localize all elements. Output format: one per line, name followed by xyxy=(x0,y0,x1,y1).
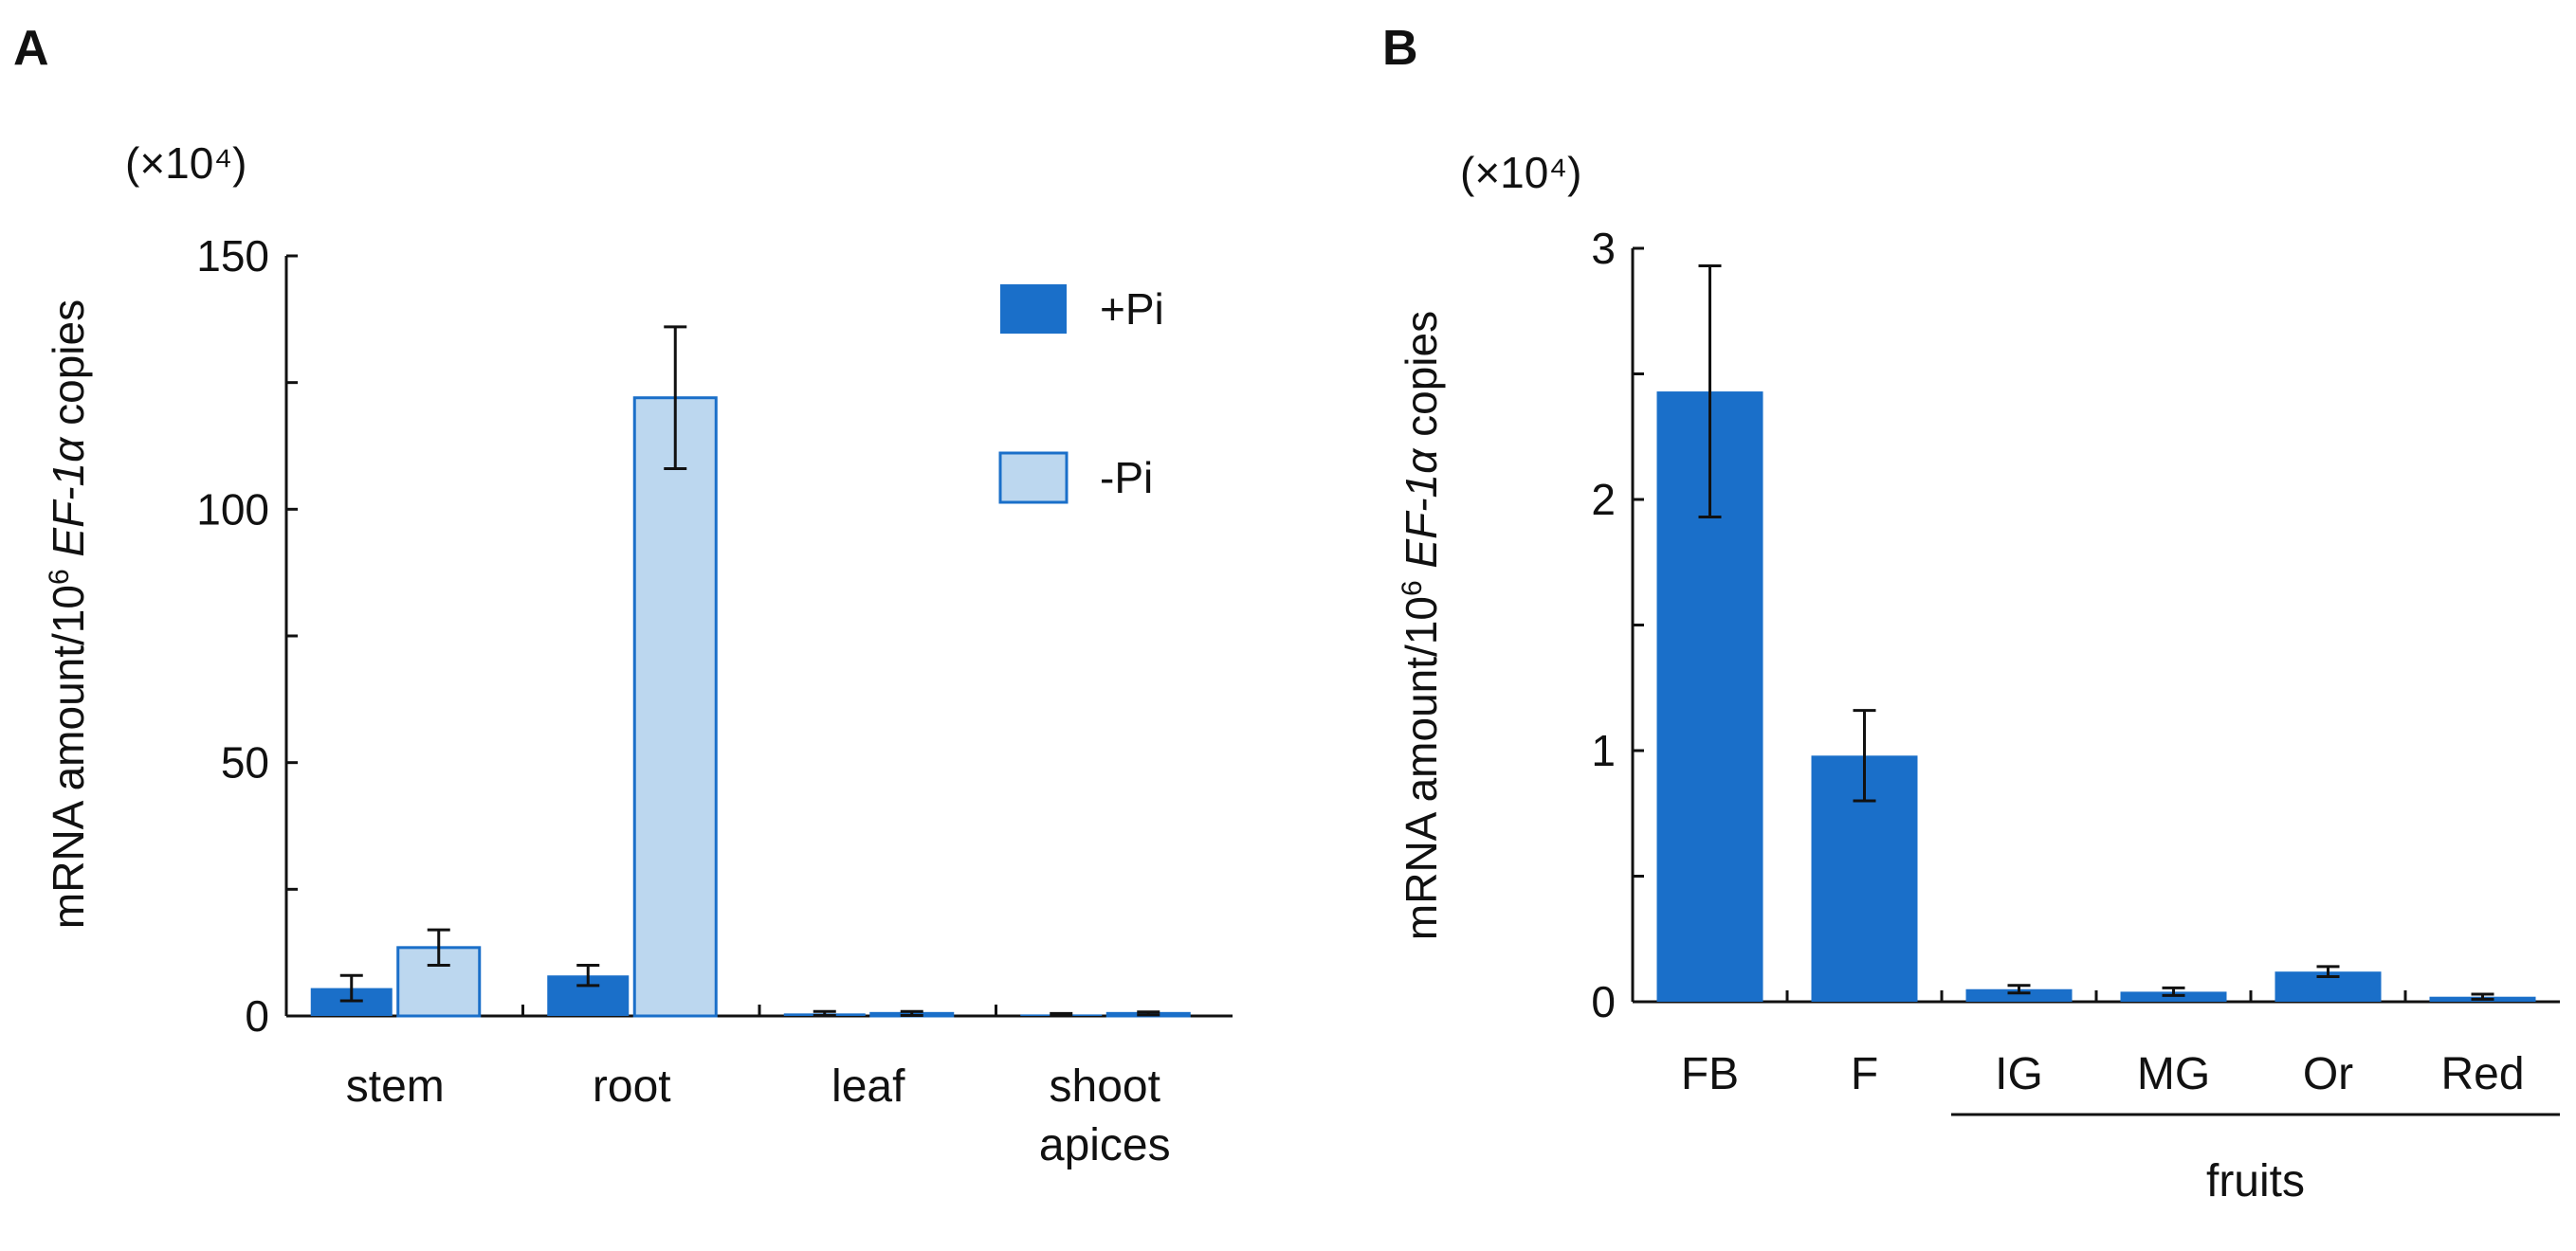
bar-minus-pi-root xyxy=(632,396,718,1018)
y-tick-label: 1 xyxy=(1591,726,1616,775)
category-label: shoot xyxy=(1050,1061,1160,1112)
error-bar xyxy=(900,1009,923,1017)
legend-label: -Pi xyxy=(1100,453,1153,502)
category-label: apices xyxy=(1039,1120,1171,1170)
y-tick-label: 0 xyxy=(245,991,269,1041)
y-axis-title-part: mRNA amount/10 xyxy=(44,585,93,929)
error-bar xyxy=(2316,965,2340,978)
legend-swatch-plus-pi xyxy=(1000,284,1067,334)
y-axis-title-part: 6 xyxy=(44,569,75,585)
unit-label: (×10⁴) xyxy=(1460,148,1581,197)
panel-a-label: A xyxy=(13,21,49,76)
error-bar xyxy=(1853,709,1876,803)
error-bar xyxy=(2007,984,2031,995)
legend-label: +Pi xyxy=(1100,284,1164,334)
error-bar xyxy=(1137,1010,1160,1017)
y-axis-title-part: copies xyxy=(1397,311,1446,449)
y-tick-label: 3 xyxy=(1591,224,1616,273)
legend-swatch-minus-pi xyxy=(998,451,1069,504)
unit-label: (×10⁴) xyxy=(125,138,247,188)
category-label: Or xyxy=(2303,1049,2353,1099)
category-label: leaf xyxy=(831,1061,905,1112)
chart-a: 0 50 100 150 (×10⁴) mRNA amount/106 EF-1α cop… xyxy=(44,138,1233,1170)
error-bar xyxy=(427,928,450,968)
y-axis-title-part: 6 xyxy=(1397,580,1428,596)
category-label: IG xyxy=(1995,1049,2043,1099)
chart-b: 0 1 2 3(×10⁴) mRNA amount/106 EF-1α copies FB… xyxy=(1397,148,2560,1206)
y-axis-title-part xyxy=(1397,569,1446,581)
error-bar xyxy=(339,973,363,1003)
category-label: FB xyxy=(1681,1049,1739,1099)
error-bar xyxy=(576,964,600,988)
y-axis-title-part xyxy=(44,557,93,570)
y-axis-title: mRNA amount/106 EF-1α copies xyxy=(44,299,94,929)
error-bar xyxy=(1698,264,1722,519)
y-axis-title-part: copies xyxy=(44,299,93,438)
group-label-fruits: fruits xyxy=(2206,1156,2305,1206)
bar-IG xyxy=(1965,988,2073,1002)
y-axis-title-part: EF-1α xyxy=(44,436,93,557)
category-label: MG xyxy=(2137,1049,2210,1099)
y-axis-title-part: mRNA amount/10 xyxy=(1397,596,1446,940)
y-tick-label: 150 xyxy=(196,231,269,281)
error-bar xyxy=(813,1009,836,1017)
category-label: Red xyxy=(2440,1049,2524,1099)
category-label: F xyxy=(1851,1049,1878,1099)
error-bar xyxy=(664,325,687,471)
category-label: stem xyxy=(346,1061,445,1112)
y-axis-title: mRNA amount/106 EF-1α copies xyxy=(1397,311,1447,940)
error-bar xyxy=(2471,992,2494,1001)
panel-b-label: B xyxy=(1382,21,1418,76)
error-bar xyxy=(2162,986,2185,997)
category-label: root xyxy=(593,1061,671,1112)
y-tick-label: 0 xyxy=(1591,977,1616,1026)
error-bar xyxy=(1050,1011,1073,1017)
y-tick-label: 100 xyxy=(196,484,269,534)
y-axis-title-part: EF-1α xyxy=(1397,447,1446,569)
y-tick-label: 50 xyxy=(221,738,269,788)
y-tick-label: 2 xyxy=(1591,475,1616,524)
